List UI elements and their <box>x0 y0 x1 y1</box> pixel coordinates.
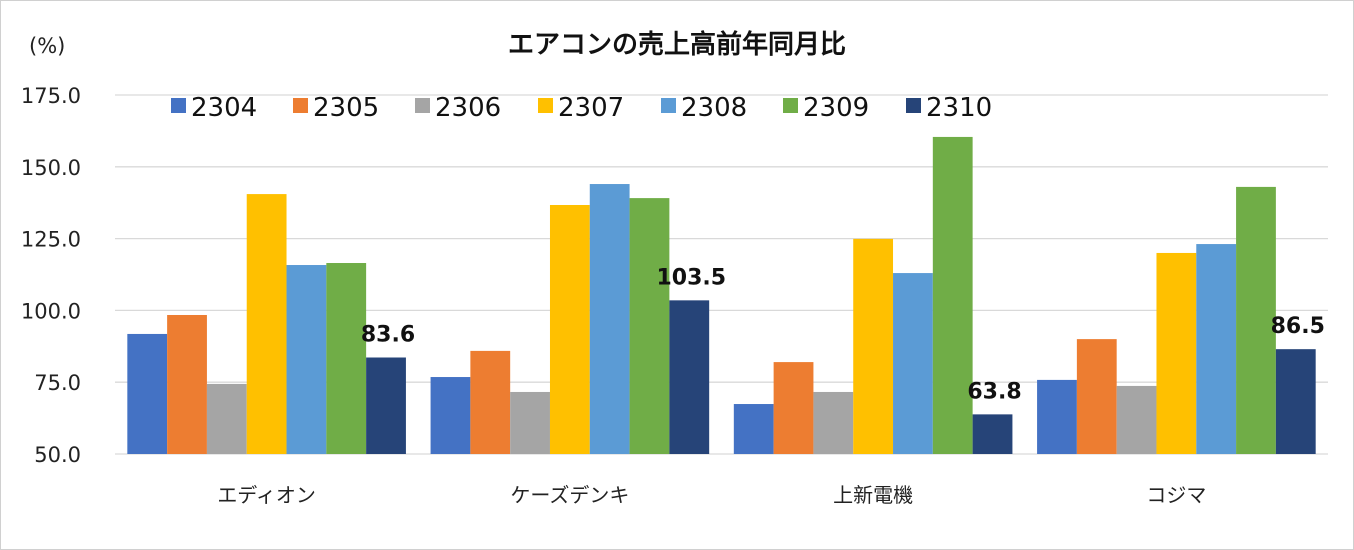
bar-2310-0 <box>366 357 406 454</box>
bar-2310-1 <box>669 300 710 454</box>
data-label: 83.6 <box>361 323 415 348</box>
legend-swatch-2309 <box>783 98 798 113</box>
legend-swatch-2306 <box>415 98 430 113</box>
legend-swatch-2305 <box>293 98 308 113</box>
legend-swatch-2310 <box>906 98 921 113</box>
x-category-label: 上新電機 <box>833 483 913 507</box>
legend-label: 2309 <box>803 93 869 123</box>
bar-2304-1 <box>430 377 471 454</box>
bar-2307-1 <box>549 204 590 454</box>
bar-2309-2 <box>932 136 973 454</box>
bar-2307-3 <box>1156 252 1197 454</box>
bar-2308-0 <box>286 265 327 454</box>
legend-label: 2308 <box>681 93 747 123</box>
y-axis-ticks: 175.0 150.0 125.0 100.0 75.0 50.0 <box>21 84 81 467</box>
bars <box>127 136 1316 455</box>
x-category-label: エディオン <box>217 483 316 507</box>
bar-2305-0 <box>167 314 207 454</box>
bar-2304-3 <box>1037 379 1077 454</box>
bar-2309-0 <box>326 263 367 454</box>
bar-2309-1 <box>629 198 670 454</box>
bar-2306-1 <box>510 391 550 454</box>
bar-2307-0 <box>246 194 287 455</box>
data-label: 86.5 <box>1271 314 1325 339</box>
chart-title: エアコンの売上高前年同月比 <box>508 29 846 60</box>
y-tick-label: 50.0 <box>34 443 81 467</box>
legend-label: 2306 <box>435 93 501 123</box>
bar-2304-2 <box>733 404 774 454</box>
bar-2306-0 <box>206 383 247 454</box>
x-category-label: コジマ <box>1146 483 1206 507</box>
legend-label: 2304 <box>191 93 257 123</box>
bar-2309-3 <box>1236 186 1276 455</box>
legend-label: 2305 <box>313 93 379 123</box>
bar-2310-2 <box>972 414 1013 454</box>
y-tick-label: 75.0 <box>34 371 81 395</box>
legend-swatch-2308 <box>661 98 676 113</box>
x-axis-categories: エディオン ケーズデンキ 上新電機 コジマ <box>217 483 1206 507</box>
bar-2305-1 <box>470 350 511 454</box>
y-tick-label: 150.0 <box>21 156 81 180</box>
bar-2306-2 <box>813 391 854 454</box>
bar-2305-2 <box>773 362 814 454</box>
data-label: 63.8 <box>967 379 1021 404</box>
legend-swatch-2307 <box>538 98 553 113</box>
data-labels: 83.6 103.5 63.8 86.5 <box>361 265 1325 404</box>
legend-label: 2307 <box>558 93 624 123</box>
data-label: 103.5 <box>656 265 726 290</box>
bar-2307-2 <box>853 238 894 454</box>
legend: 2304 2305 2306 2307 2308 2309 2310 <box>171 93 992 123</box>
bar-2308-3 <box>1196 244 1237 454</box>
y-tick-label: 175.0 <box>21 84 81 108</box>
bar-2308-1 <box>589 184 630 455</box>
y-tick-label: 100.0 <box>21 299 81 323</box>
bar-2304-0 <box>127 333 168 454</box>
y-axis-unit-label: (%) <box>29 34 65 58</box>
bar-2310-3 <box>1275 349 1316 454</box>
y-tick-label: 125.0 <box>21 228 81 252</box>
bar-2305-3 <box>1076 339 1117 454</box>
legend-swatch-2304 <box>171 98 186 113</box>
bar-2306-3 <box>1116 385 1157 454</box>
x-category-label: ケーズデンキ <box>510 483 629 507</box>
bar-2308-2 <box>893 273 933 454</box>
legend-label: 2310 <box>926 93 992 123</box>
